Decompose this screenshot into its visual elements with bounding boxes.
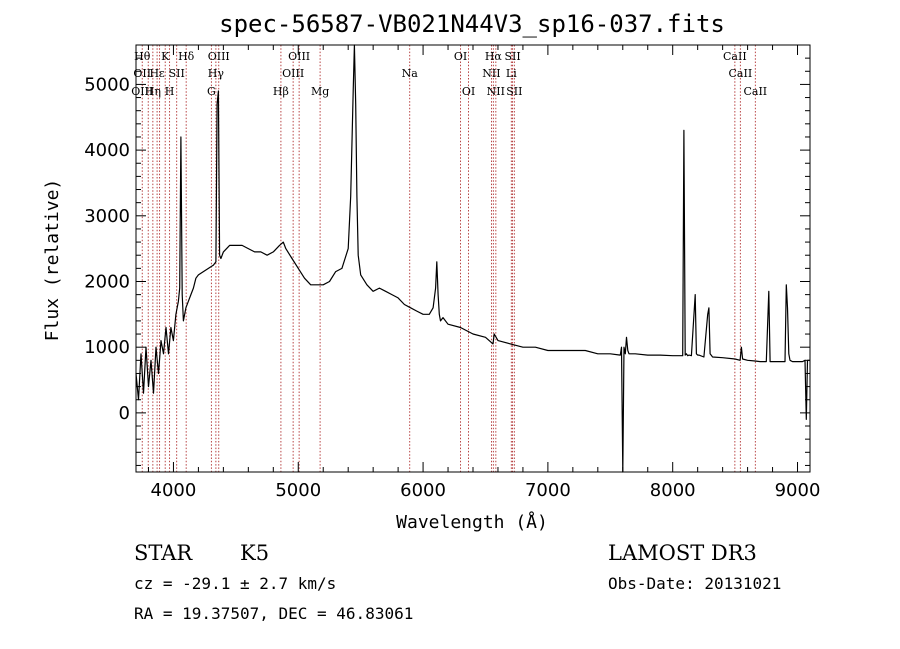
x-tick-label: 9000 [775,480,821,501]
spectral-line-label: K [161,50,170,63]
y-tick-label: 1000 [84,337,130,358]
x-tick-label: 7000 [525,480,571,501]
spectral-line-label: Hε [149,67,165,80]
spectral-line-label: OIII [282,67,304,80]
object-subclass: K5 [240,541,269,565]
spectral-line-label: G [207,85,216,98]
spectral-line-label: Hδ [178,50,195,63]
spectral-line-label: Na [402,67,419,80]
spectral-line-label: OIII [208,50,230,63]
object-class: STAR [134,541,193,565]
redshift-value: cz = -29.1 ± 2.7 km/s [134,574,336,593]
survey-name: LAMOST DR3 [608,541,757,565]
spectral-line-label: SII [169,67,185,80]
spectral-line-markers [141,45,756,472]
y-tick-label: 5000 [84,74,130,95]
spectral-line-label: Li [506,67,517,80]
spectral-line-label: OI [462,85,475,98]
spectral-line-label: CaII [723,50,747,63]
spectral-line-label: OI [454,50,467,63]
spectral-line-label: Hγ [208,67,225,80]
x-tick-label: 8000 [650,480,696,501]
y-tick-label: 0 [119,403,130,424]
spectral-line-label: Hθ [134,50,151,63]
coordinates: RA = 19.37507, DEC = 46.83061 [134,604,413,623]
spectrum-series-line [135,44,810,473]
spectral-line-label: OIII [288,50,310,63]
y-axis-label: Flux (relative) [42,179,63,342]
y-tick-label: 3000 [84,206,130,227]
plot-frame [135,44,811,473]
spectral-line-label: Mg [311,85,329,98]
spectral-line-label: CaII [729,67,753,80]
x-tick-label: 6000 [400,480,446,501]
spectral-line-label: Hα [485,50,503,63]
x-tick-label: 5000 [275,480,321,501]
spectral-line-label: SII [506,85,522,98]
observation-date: Obs-Date: 20131021 [608,574,781,593]
spectral-line-label: CaII [743,85,767,98]
chart-title: spec-56587-VB021N44V3_sp16-037.fits [219,10,725,38]
spectral-line-labels: HθOIIOIIIHηHεKHSIIHδGHγOIIIHβOIIIOIIIMgN… [131,50,767,98]
spectral-line-label: Hβ [273,85,289,98]
spectral-line-label: H [165,85,175,98]
y-tick-label: 2000 [84,271,130,292]
spectral-line-label: Hη [145,85,161,98]
spectral-line-label: SII [504,50,520,63]
spectral-line-label: NII [482,67,500,80]
x-tick-label: 4000 [151,480,197,501]
y-tick-label: 4000 [84,140,130,161]
x-axis-label: Wavelength (Å) [396,511,548,533]
spectral-line-label: NII [487,85,505,98]
x-axis-ticks: 4000 5000 6000 7000 8000 9000 [147,45,821,501]
y-axis-ticks: 0 1000 2000 3000 4000 5000 [84,57,810,466]
spectral-line-label: OIII [131,85,153,98]
spectral-line-label: OII [133,67,151,80]
